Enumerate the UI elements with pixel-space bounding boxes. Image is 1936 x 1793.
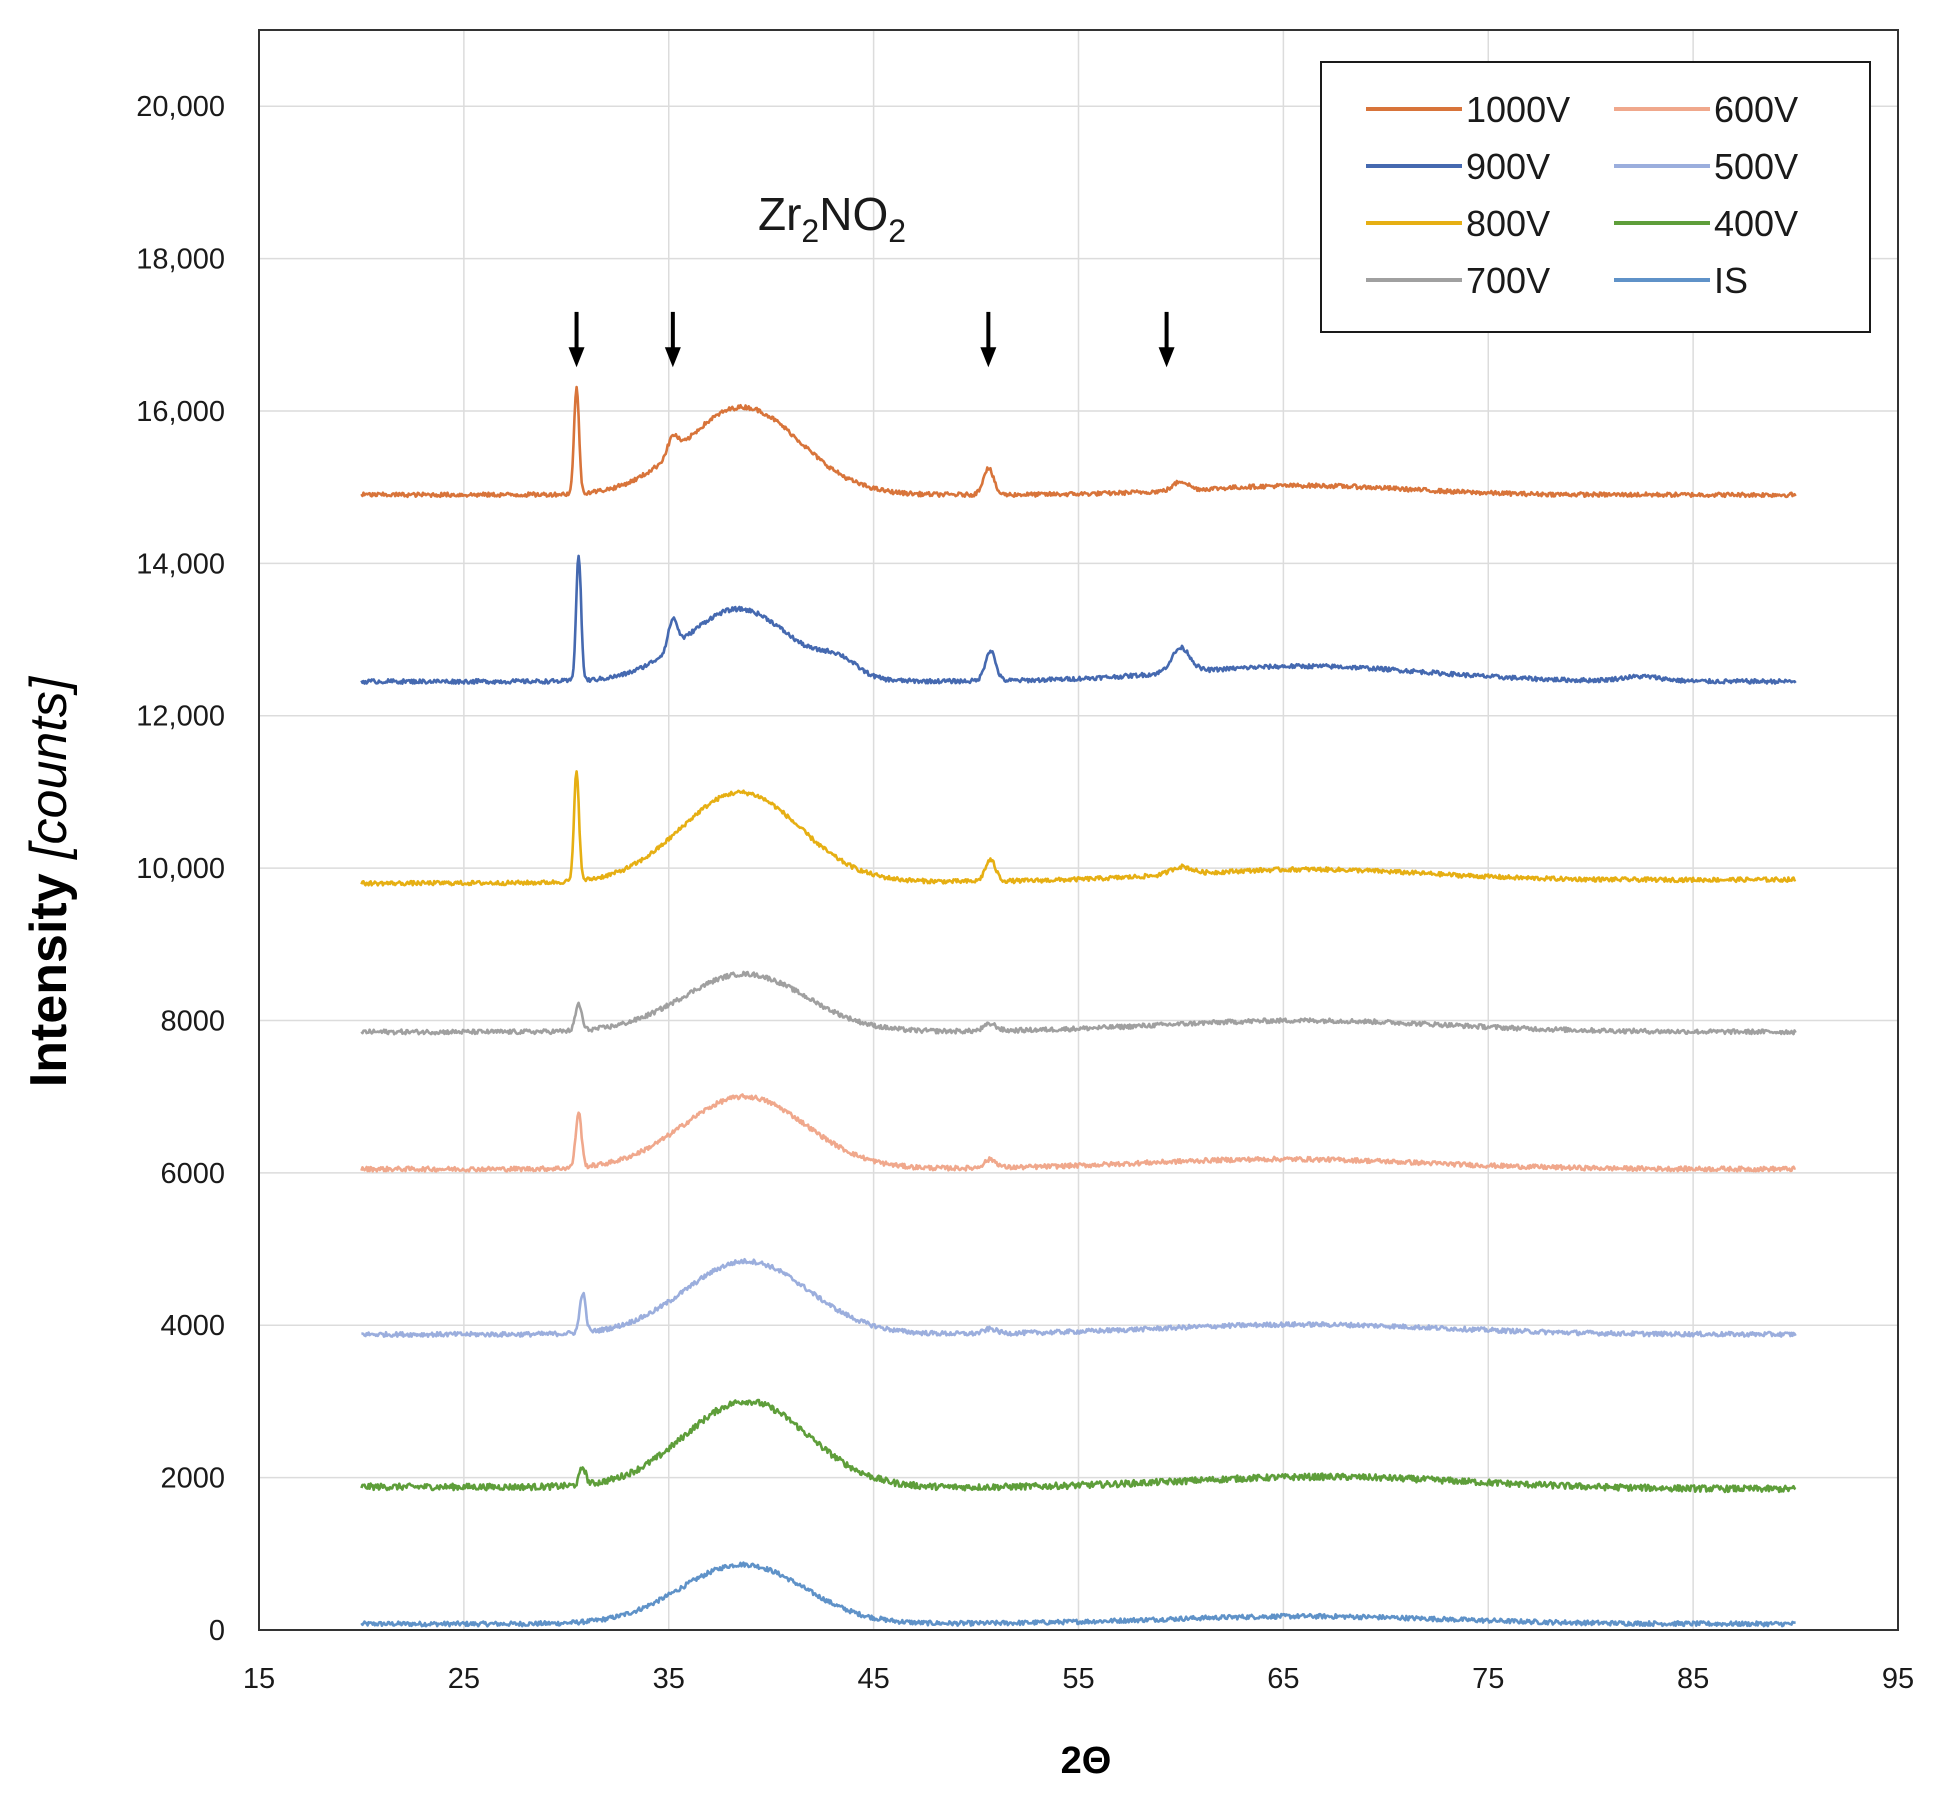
series-line-500v xyxy=(361,1257,1797,1338)
legend-item-800v: 800V xyxy=(1366,203,1550,244)
x-tick-label: 15 xyxy=(243,1663,275,1695)
legend-item-is: IS xyxy=(1614,260,1748,301)
x-tick-label: 95 xyxy=(1882,1663,1914,1695)
gridlines xyxy=(259,30,1898,1630)
x-tick-label: 75 xyxy=(1472,1663,1504,1695)
legend-label: 500V xyxy=(1714,146,1798,187)
legend-item-400v: 400V xyxy=(1614,203,1798,244)
legend-item-600v: 600V xyxy=(1614,89,1798,130)
peak-marker-arrow xyxy=(568,311,585,368)
series-line-600v xyxy=(360,1093,1797,1173)
peak-marker-arrow xyxy=(1158,311,1175,368)
legend-label: 1000V xyxy=(1466,89,1570,130)
y-axis-title: Intensity [counts] xyxy=(20,675,78,1087)
legend-item-500v: 500V xyxy=(1614,146,1798,187)
legend-label: 700V xyxy=(1466,260,1550,301)
y-tick-label: 6000 xyxy=(160,1158,225,1190)
legend-item-700v: 700V xyxy=(1366,260,1550,301)
peak-markers xyxy=(568,311,1175,368)
y-tick-label: 10,000 xyxy=(136,853,225,885)
series-line-700v xyxy=(360,970,1797,1036)
annotation-zr2no2: Zr2NO2 xyxy=(758,188,906,249)
series-line-is xyxy=(360,1561,1796,1628)
y-tick-label: 12,000 xyxy=(136,701,225,733)
y-tick-label: 2000 xyxy=(160,1463,225,1495)
legend-label: 800V xyxy=(1466,203,1550,244)
y-tick-label: 4000 xyxy=(160,1310,225,1342)
legend-item-900v: 900V xyxy=(1366,146,1550,187)
y-tick-label: 20,000 xyxy=(136,91,225,123)
x-axis-title: 2Θ xyxy=(1061,1740,1112,1782)
x-tick-label: 85 xyxy=(1677,1663,1709,1695)
x-tick-label: 35 xyxy=(653,1663,685,1695)
legend-label: 600V xyxy=(1714,89,1798,130)
series-line-400v xyxy=(360,1398,1797,1494)
peak-marker-arrow xyxy=(980,311,997,368)
series-line-900v xyxy=(360,554,1797,685)
y-tick-label: 8000 xyxy=(160,1005,225,1037)
tick-labels: 15 25 35 45 55 65 75 85 95 0 2000 4000 6000 8000 10,00… xyxy=(136,91,1914,1695)
y-tick-label: 0 xyxy=(209,1615,225,1647)
peak-marker-arrow xyxy=(664,311,681,368)
x-tick-label: 25 xyxy=(448,1663,480,1695)
plot-frame xyxy=(258,29,1899,1631)
series-line-800v xyxy=(360,770,1797,887)
y-tick-label: 14,000 xyxy=(136,548,225,580)
y-tick-label: 18,000 xyxy=(136,244,225,276)
series-line-1000v xyxy=(360,385,1797,499)
legend-label: IS xyxy=(1714,260,1748,301)
legend: 1000V 900V 800V 700V 600V 500V 400V IS xyxy=(1320,61,1871,333)
x-tick-label: 65 xyxy=(1267,1663,1299,1695)
y-tick-label: 16,000 xyxy=(136,396,225,428)
legend-label: 400V xyxy=(1714,203,1798,244)
legend-label: 900V xyxy=(1466,146,1550,187)
series-group xyxy=(360,385,1797,1628)
x-tick-label: 45 xyxy=(857,1663,889,1695)
legend-item-1000v: 1000V xyxy=(1366,89,1570,130)
x-tick-label: 55 xyxy=(1062,1663,1094,1695)
